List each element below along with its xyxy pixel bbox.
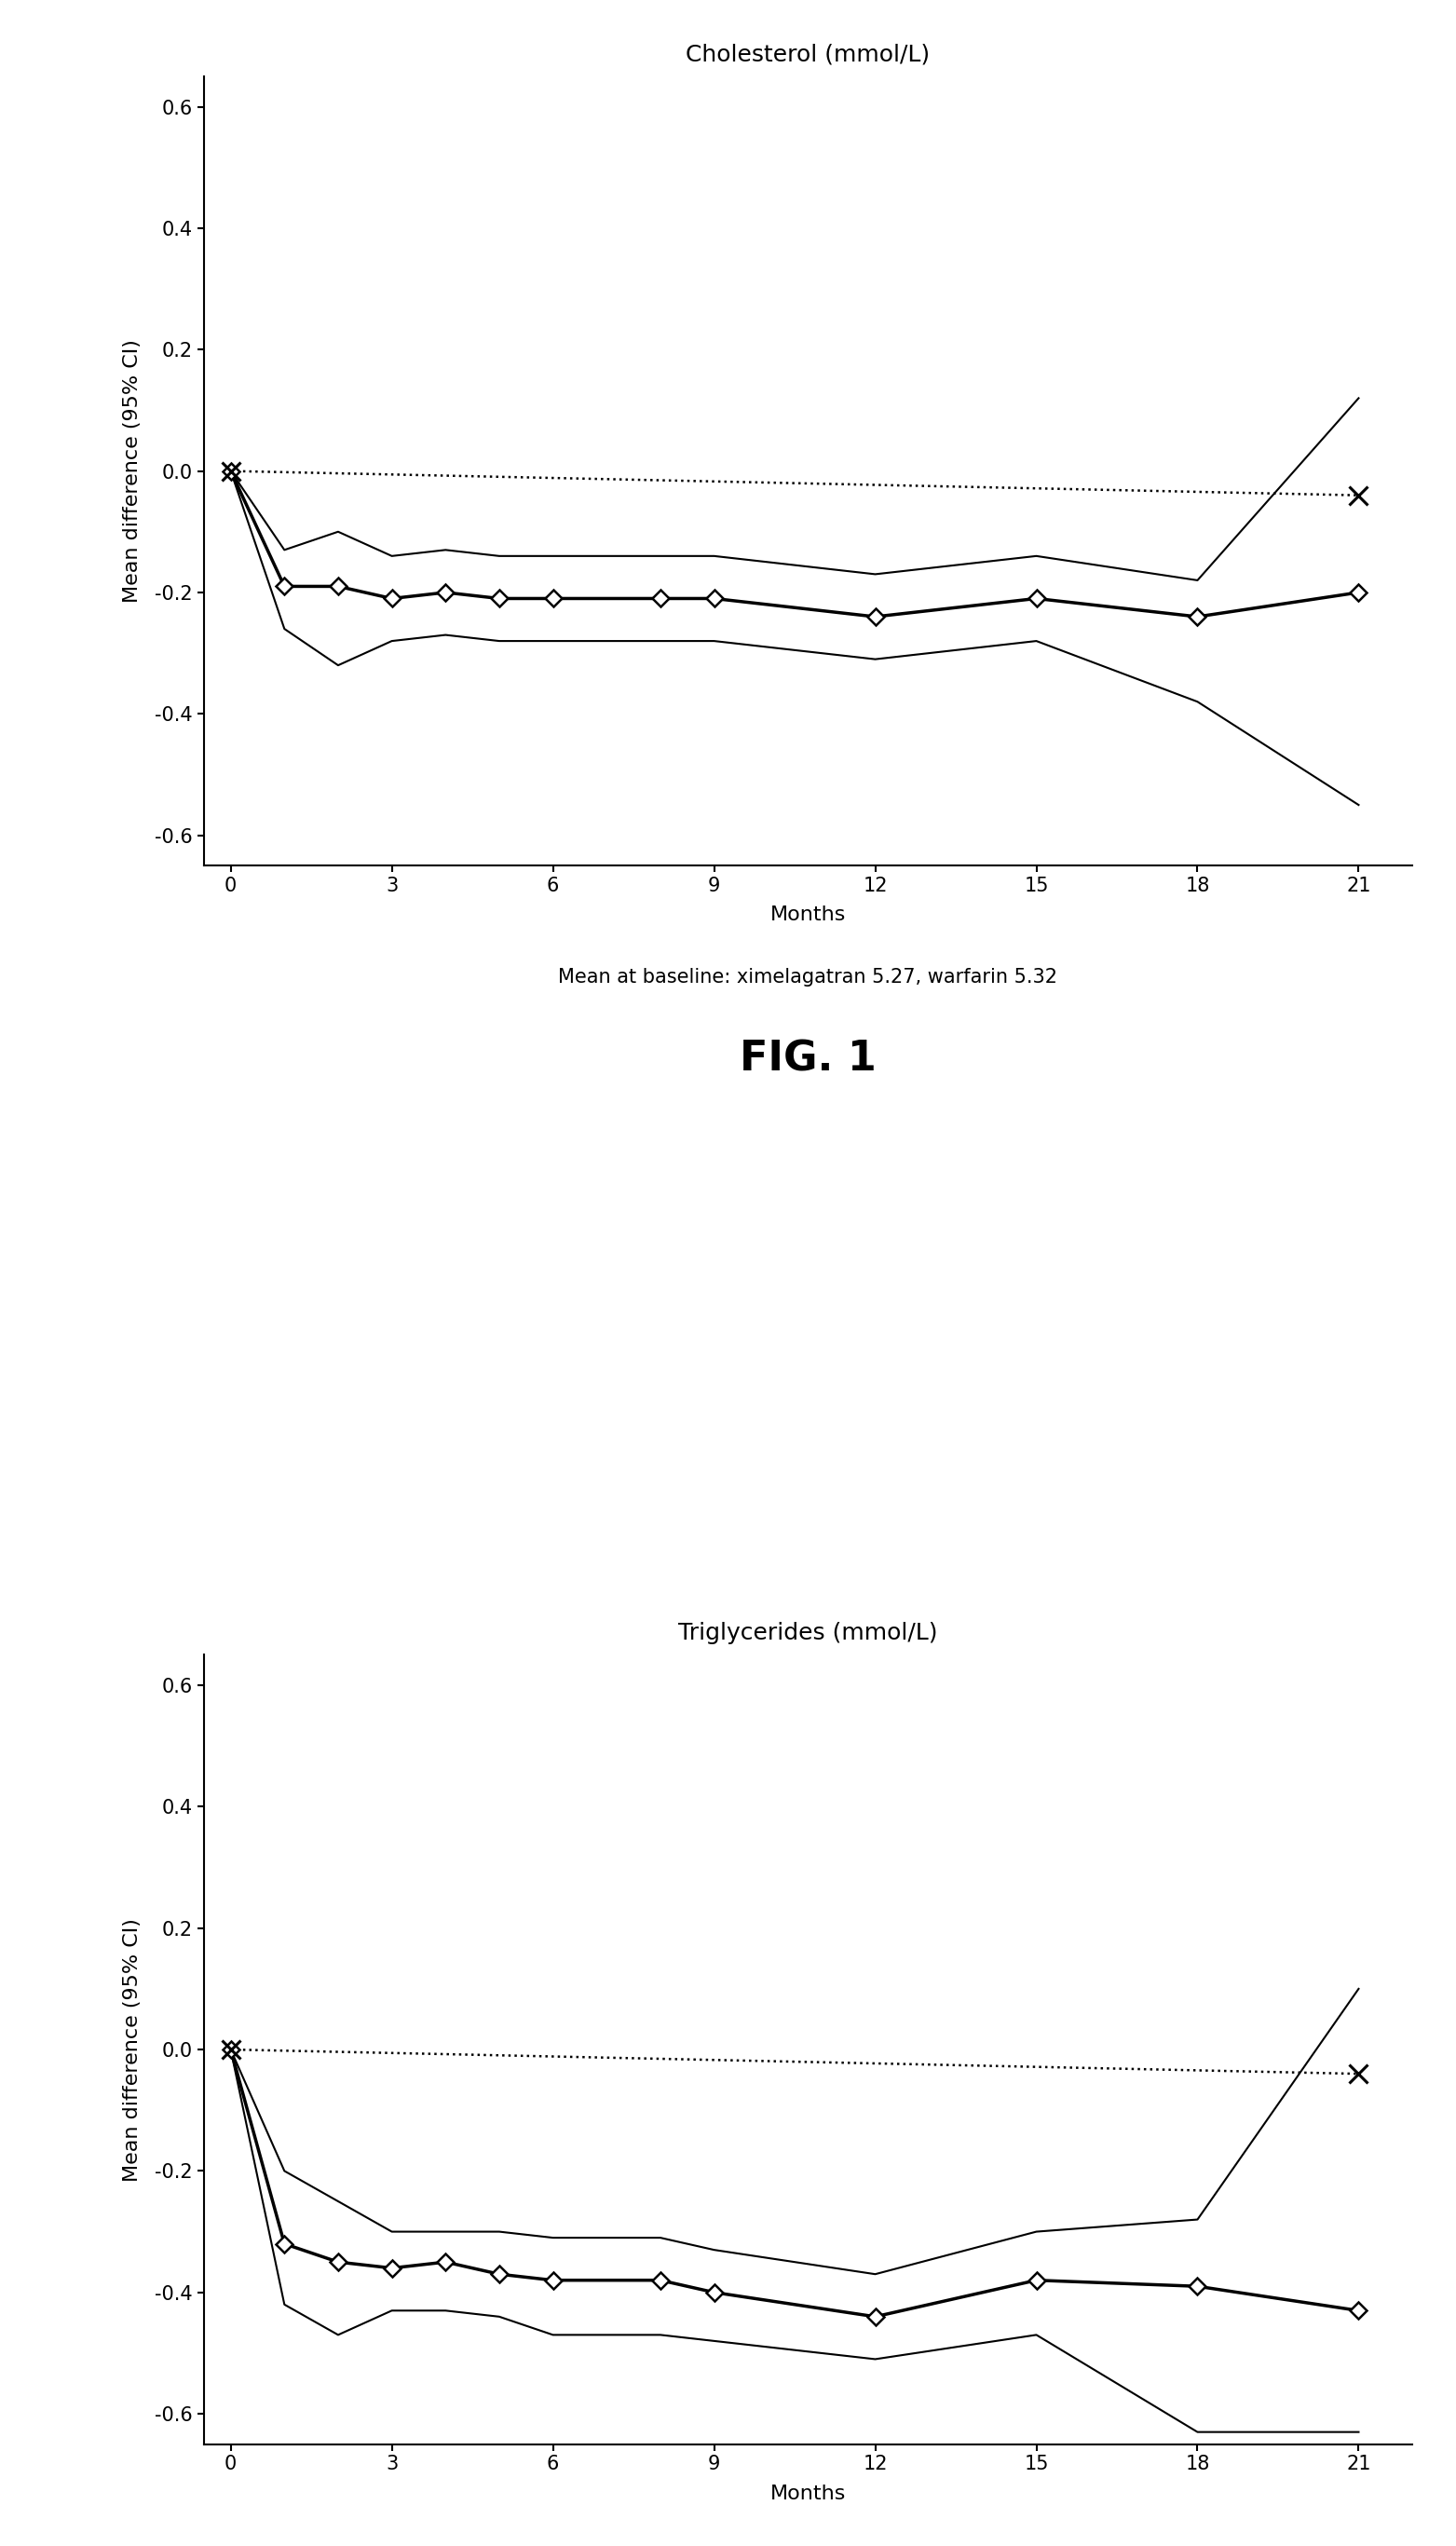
- Y-axis label: Mean difference (95% CI): Mean difference (95% CI): [124, 1917, 141, 2182]
- Title: Triglycerides (mmol/L): Triglycerides (mmol/L): [678, 1622, 938, 1645]
- X-axis label: Months: Months: [770, 906, 846, 924]
- X-axis label: Months: Months: [770, 2485, 846, 2503]
- Text: FIG. 1: FIG. 1: [740, 1039, 877, 1080]
- Title: Cholesterol (mmol/L): Cholesterol (mmol/L): [686, 43, 930, 66]
- Text: Mean at baseline: ximelagatran 5.27, warfarin 5.32: Mean at baseline: ximelagatran 5.27, war…: [559, 967, 1057, 988]
- Y-axis label: Mean difference (95% CI): Mean difference (95% CI): [124, 339, 141, 603]
